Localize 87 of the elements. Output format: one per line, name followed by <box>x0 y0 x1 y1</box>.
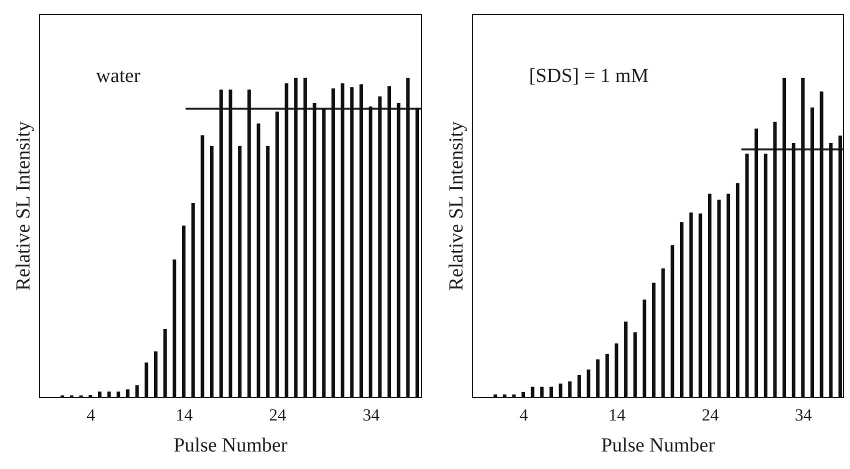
bar <box>107 392 111 397</box>
bar <box>568 381 572 397</box>
bar <box>586 370 590 397</box>
bar <box>303 78 307 397</box>
bar <box>680 222 684 397</box>
bar <box>247 90 251 397</box>
bar <box>633 332 637 397</box>
bar <box>322 108 326 397</box>
x-axis-title: Pulse Number <box>174 434 288 456</box>
bar <box>154 351 158 397</box>
bar <box>182 226 186 397</box>
bar <box>782 78 786 397</box>
x-tick-label: 4 <box>520 406 529 424</box>
bar <box>689 212 693 397</box>
bar <box>577 374 581 397</box>
bar <box>596 359 600 397</box>
bar <box>494 394 498 397</box>
y-axis-title: Relative SL Intensity <box>12 121 34 291</box>
bar <box>163 329 167 397</box>
bar <box>294 78 298 397</box>
bar <box>605 354 609 397</box>
bar <box>801 78 805 397</box>
bar <box>754 128 758 397</box>
bar <box>726 194 730 397</box>
bar <box>642 300 646 397</box>
x-tick-label: 24 <box>702 406 720 424</box>
annotation: [SDS] = 1 mM <box>529 65 649 87</box>
bar <box>764 154 768 397</box>
bar <box>820 92 824 397</box>
bar <box>340 83 344 397</box>
bar <box>614 343 618 397</box>
bar <box>266 146 270 397</box>
bar <box>773 122 777 397</box>
bar <box>387 86 391 397</box>
bar <box>540 386 544 397</box>
bar <box>116 392 120 397</box>
bar <box>530 386 534 397</box>
bar <box>792 142 796 397</box>
bar <box>135 385 139 397</box>
x-tick-label: 4 <box>86 406 96 424</box>
bar <box>210 146 214 397</box>
bar <box>652 282 656 397</box>
bar <box>522 392 526 397</box>
x-tick-label: 14 <box>176 406 194 424</box>
bar <box>829 142 833 397</box>
x-axis-title: Pulse Number <box>601 434 716 456</box>
bar <box>512 394 516 397</box>
bar <box>256 123 260 397</box>
annotation: water <box>96 65 141 87</box>
x-tick-label: 34 <box>362 406 380 424</box>
bar <box>368 106 372 397</box>
bar <box>708 194 712 397</box>
bar <box>717 200 721 397</box>
bar <box>275 112 279 397</box>
bar <box>736 183 740 397</box>
bar <box>172 259 176 397</box>
bar <box>396 103 400 397</box>
bar <box>350 87 354 397</box>
bar <box>312 103 316 397</box>
x-tick-label: 34 <box>794 406 812 424</box>
x-tick-label: 14 <box>608 406 626 424</box>
bar <box>670 245 674 397</box>
bar <box>126 389 130 397</box>
bar <box>558 384 562 397</box>
bar <box>838 136 842 397</box>
bar <box>745 154 749 397</box>
bar <box>698 213 702 397</box>
x-tick-label: 24 <box>269 406 287 424</box>
bar <box>200 135 204 397</box>
bar <box>331 88 335 397</box>
bar <box>624 322 628 397</box>
bar <box>359 84 363 397</box>
bar <box>228 90 232 397</box>
bar <box>219 90 223 397</box>
bar <box>144 362 148 397</box>
bar <box>284 83 288 397</box>
bar <box>661 268 665 397</box>
bar <box>810 108 814 397</box>
bar <box>549 386 553 397</box>
y-axis-title: Relative SL Intensity <box>446 121 468 291</box>
bar <box>502 394 506 397</box>
bar <box>98 392 102 397</box>
bar <box>238 146 242 397</box>
bar <box>378 96 382 397</box>
bar <box>191 202 195 397</box>
bar <box>406 78 410 397</box>
bar <box>416 108 420 397</box>
